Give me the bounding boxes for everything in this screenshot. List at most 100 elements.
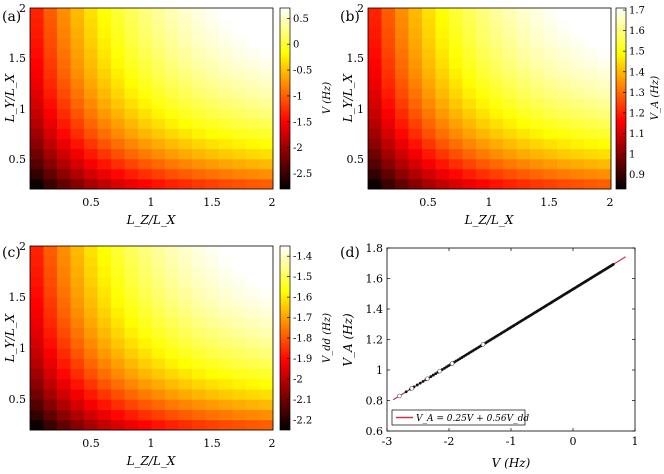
heatmap-cell bbox=[381, 48, 396, 59]
y-tick-label: 1.2 bbox=[366, 334, 384, 347]
heatmap-cell bbox=[489, 158, 504, 170]
heatmap-cell bbox=[246, 409, 260, 421]
heatmap-cell bbox=[124, 256, 139, 267]
colorbar-tick-label: 1.6 bbox=[629, 26, 645, 37]
heatmap-cell bbox=[232, 78, 247, 89]
heatmap-cell bbox=[232, 8, 247, 19]
heatmap-cell bbox=[205, 348, 220, 359]
heatmap-cell bbox=[57, 128, 71, 140]
heatmap-cell bbox=[449, 68, 463, 79]
heatmap-cell bbox=[124, 399, 139, 410]
heatmap-cell bbox=[476, 88, 490, 99]
heatmap-cell bbox=[138, 266, 152, 278]
panel-label-d: (d) bbox=[340, 245, 360, 261]
heatmap-cell bbox=[97, 256, 112, 267]
heatmap-cell bbox=[408, 148, 423, 160]
heatmap-cell bbox=[232, 399, 247, 410]
heatmap-cell bbox=[449, 8, 463, 19]
y-axis-label-d: V_A (Hz) bbox=[341, 313, 355, 367]
x-axis-label-c: L_Z/L_X bbox=[126, 454, 176, 468]
heatmap-cell bbox=[124, 98, 139, 109]
heatmap-cell bbox=[543, 98, 558, 109]
heatmap-cell bbox=[435, 148, 450, 160]
heatmap-cell bbox=[151, 389, 166, 400]
heatmap-cell bbox=[30, 28, 44, 39]
heatmap-cell bbox=[408, 68, 423, 79]
heatmap-cell bbox=[84, 246, 98, 257]
heatmap-cell bbox=[57, 18, 71, 29]
heatmap-cell bbox=[70, 128, 85, 140]
heatmap-cell bbox=[489, 68, 504, 79]
heatmap-cell bbox=[43, 88, 58, 99]
heatmap-cell bbox=[557, 168, 571, 180]
heatmap-cell bbox=[30, 348, 44, 359]
heatmap-cell bbox=[205, 138, 220, 150]
heatmap-cell bbox=[395, 118, 409, 130]
axis-ticks-d: -3 -2 -1 0 1 1.8 1.6 1.4 1.2 1 0.8 0.6 bbox=[366, 242, 639, 448]
heatmap-cell bbox=[381, 58, 396, 69]
x-tick-label: 1.5 bbox=[203, 196, 221, 209]
heatmap-cell bbox=[138, 409, 152, 421]
heatmap-cell bbox=[435, 128, 450, 140]
heatmap-cell bbox=[151, 338, 166, 349]
heatmap-cell bbox=[178, 98, 193, 109]
heatmap-cell bbox=[138, 378, 152, 390]
heatmap-cell bbox=[516, 128, 531, 140]
heatmap-cell bbox=[395, 58, 409, 69]
heatmap-cell bbox=[124, 327, 139, 339]
heatmap-cell bbox=[151, 98, 166, 109]
heatmap-cell bbox=[205, 409, 220, 421]
scatter-point bbox=[445, 365, 448, 369]
heatmap-cell bbox=[57, 68, 71, 79]
heatmap-cell bbox=[570, 88, 585, 99]
heatmap-cell bbox=[259, 389, 274, 400]
heatmap-cell bbox=[462, 68, 477, 79]
heatmap-cell bbox=[84, 108, 98, 120]
colorbar-tick-label: -1.5 bbox=[293, 117, 312, 128]
heatmap-cell bbox=[476, 168, 490, 180]
y-tick-label: 0.6 bbox=[366, 425, 384, 438]
heatmap-cell bbox=[111, 178, 125, 190]
heatmap-cell bbox=[232, 168, 247, 180]
heatmap-cell bbox=[138, 178, 152, 190]
heatmap-cell bbox=[124, 297, 139, 308]
heatmap-cell bbox=[543, 118, 558, 130]
x-tick-label: 0 bbox=[570, 435, 577, 448]
heatmap-cell bbox=[165, 8, 179, 19]
heatmap-cell bbox=[151, 28, 166, 39]
heatmap-cell bbox=[259, 307, 274, 318]
heatmap-cell bbox=[259, 317, 274, 329]
heatmap-cell bbox=[219, 327, 233, 339]
heatmap-cell bbox=[435, 48, 450, 59]
heatmap-cell bbox=[111, 8, 125, 19]
heatmap-cell bbox=[151, 68, 166, 79]
heatmap-cell bbox=[530, 108, 544, 120]
heatmap-cell bbox=[70, 118, 85, 130]
heatmap-cell bbox=[30, 246, 44, 257]
colorbar-tick-label: 1.2 bbox=[629, 108, 645, 119]
heatmap-cell bbox=[422, 108, 436, 120]
colorbar-label-b: V_A (Hz) bbox=[650, 76, 661, 121]
colorbar-tick-label: -2.5 bbox=[293, 169, 312, 180]
heatmap-cell bbox=[246, 348, 260, 359]
heatmap-cell bbox=[219, 158, 233, 170]
heatmap-cell bbox=[435, 178, 450, 190]
heatmap-cell bbox=[219, 256, 233, 267]
heatmap-cell bbox=[435, 118, 450, 130]
heatmap-cell bbox=[381, 158, 396, 170]
heatmap-cell bbox=[84, 178, 98, 190]
colorbar-tick-label: -1 bbox=[293, 91, 303, 102]
heatmap-cell bbox=[124, 8, 139, 19]
heatmap-cell bbox=[165, 297, 179, 308]
heatmap-cell bbox=[192, 286, 206, 298]
heatmap-cell bbox=[124, 138, 139, 150]
heatmap-cell bbox=[570, 18, 585, 29]
scatter-point-open bbox=[397, 393, 402, 399]
heatmap-cell bbox=[246, 138, 260, 150]
heatmap-cell bbox=[165, 399, 179, 410]
heatmap-cell bbox=[151, 276, 166, 288]
heatmap-cell bbox=[70, 409, 85, 421]
heatmap-cell bbox=[503, 108, 517, 120]
x-tick-label: 1 bbox=[486, 196, 493, 209]
heatmap-cell bbox=[165, 368, 179, 380]
